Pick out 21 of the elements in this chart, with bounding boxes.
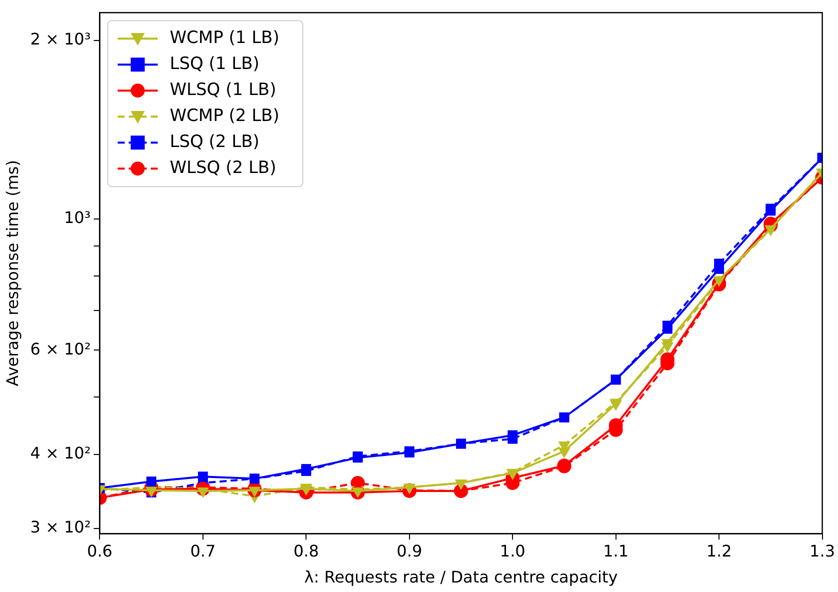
x-tick-label: 0.9	[396, 541, 422, 560]
y-tick-label: 2 × 10³	[30, 30, 91, 49]
legend-label: WCMP (2 LB)	[170, 106, 280, 126]
x-tick-label: 0.6	[87, 541, 112, 560]
legend-label: LSQ (1 LB)	[170, 54, 260, 74]
legend-label: WLSQ (1 LB)	[170, 80, 276, 100]
x-tick-label: 1.1	[603, 541, 629, 560]
y-tick-label: 10³	[64, 208, 91, 227]
x-tick-label: 1.0	[500, 541, 526, 560]
x-tick-label: 1.3	[810, 541, 836, 560]
y-tick-label: 6 × 10²	[30, 339, 91, 358]
x-tick-label: 0.7	[190, 541, 216, 560]
y-tick-label: 3 × 10²	[30, 518, 91, 537]
legend-label: WCMP (1 LB)	[170, 28, 280, 48]
x-tick-label: 1.2	[706, 541, 732, 560]
x-tick-label: 0.8	[293, 541, 319, 560]
y-axis-title: Average response time (ms)	[2, 160, 22, 386]
legend-label: LSQ (2 LB)	[170, 132, 260, 152]
legend-label: WLSQ (2 LB)	[170, 158, 276, 178]
y-tick-label: 4 × 10²	[30, 444, 91, 463]
x-axis-title: λ: Requests rate / Data centre capacity	[304, 568, 618, 587]
